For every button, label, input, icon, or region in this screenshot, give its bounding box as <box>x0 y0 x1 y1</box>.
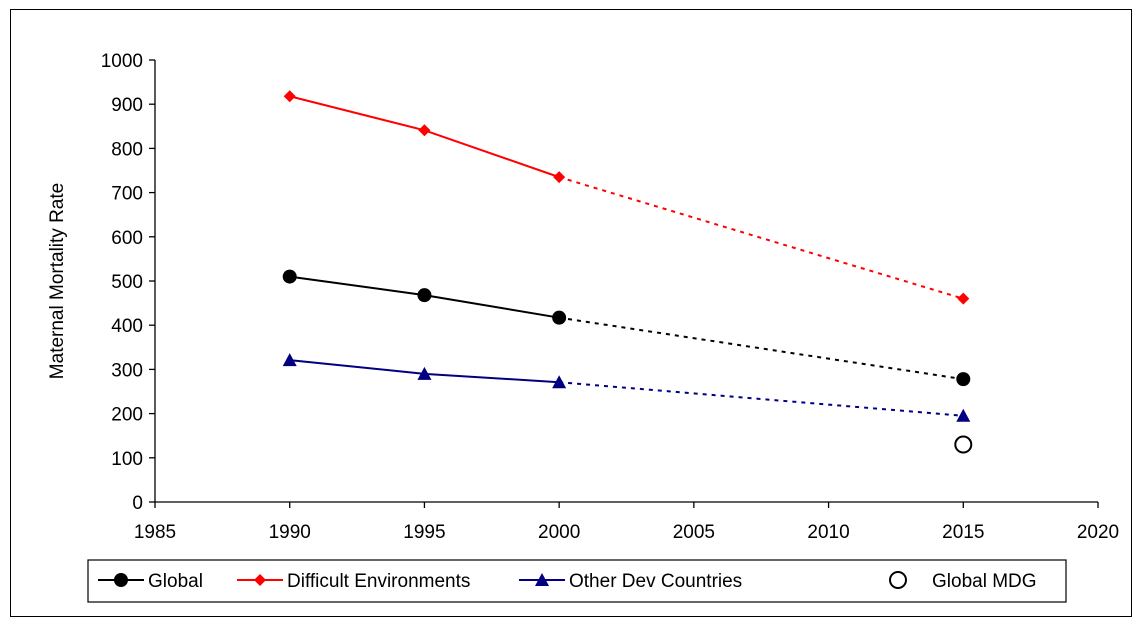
legend-marker <box>889 571 907 589</box>
y-tick-label: 600 <box>111 228 143 249</box>
data-point <box>956 408 971 422</box>
y-tick-label: 100 <box>111 449 143 470</box>
data-point <box>282 353 297 367</box>
legend-label: Global <box>148 571 203 592</box>
y-axis-label: Maternal Mortality Rate <box>47 183 68 379</box>
data-point <box>283 90 296 103</box>
y-tick-label: 800 <box>111 139 143 160</box>
series-lines <box>289 95 964 417</box>
data-point <box>417 366 432 380</box>
legend-label: Other Dev Countries <box>569 571 742 592</box>
y-tick-label: 0 <box>132 493 143 514</box>
projection-line <box>558 316 964 381</box>
x-tick-label: 2005 <box>673 522 715 543</box>
x-tick-label: 1990 <box>269 522 311 543</box>
legend: Global Difficult Environments Other Dev Co… <box>87 559 1067 603</box>
x-tick-label: 2020 <box>1077 522 1119 543</box>
series-markers <box>282 90 973 454</box>
data-point <box>552 375 567 389</box>
data-point <box>957 292 970 305</box>
projection-line <box>558 176 964 300</box>
legend-marker <box>254 574 266 586</box>
data-point <box>552 310 567 325</box>
x-tick-label: 2010 <box>807 522 849 543</box>
data-point <box>418 124 431 137</box>
x-tick-label: 1985 <box>134 522 176 543</box>
data-point <box>282 269 297 284</box>
y-tick-label: 700 <box>111 184 143 205</box>
data-point <box>954 435 973 454</box>
tick-labels: 0 100 200 300 400 500 600 700 800 900 1000 1985 1990… <box>101 51 1119 543</box>
legend-label: Global MDG <box>932 571 1037 592</box>
data-point <box>956 372 971 387</box>
chart-frame <box>10 9 1132 617</box>
y-tick-label: 500 <box>111 272 143 293</box>
series-line <box>289 95 560 179</box>
x-tick-label: 2000 <box>538 522 580 543</box>
data-point <box>417 288 432 303</box>
y-tick-label: 400 <box>111 316 143 337</box>
x-tick-label: 2015 <box>942 522 984 543</box>
y-tick-label: 300 <box>111 360 143 381</box>
legend-marker <box>114 573 128 587</box>
data-point <box>553 171 566 184</box>
legend-label: Difficult Environments <box>287 571 470 592</box>
legend-marker <box>535 573 549 586</box>
y-tick-label: 900 <box>111 95 143 116</box>
x-tick-label: 1995 <box>403 522 445 543</box>
y-tick-label: 200 <box>111 405 143 426</box>
projection-line <box>559 381 964 417</box>
y-tick-label: 1000 <box>101 51 143 72</box>
axes <box>149 59 1099 508</box>
